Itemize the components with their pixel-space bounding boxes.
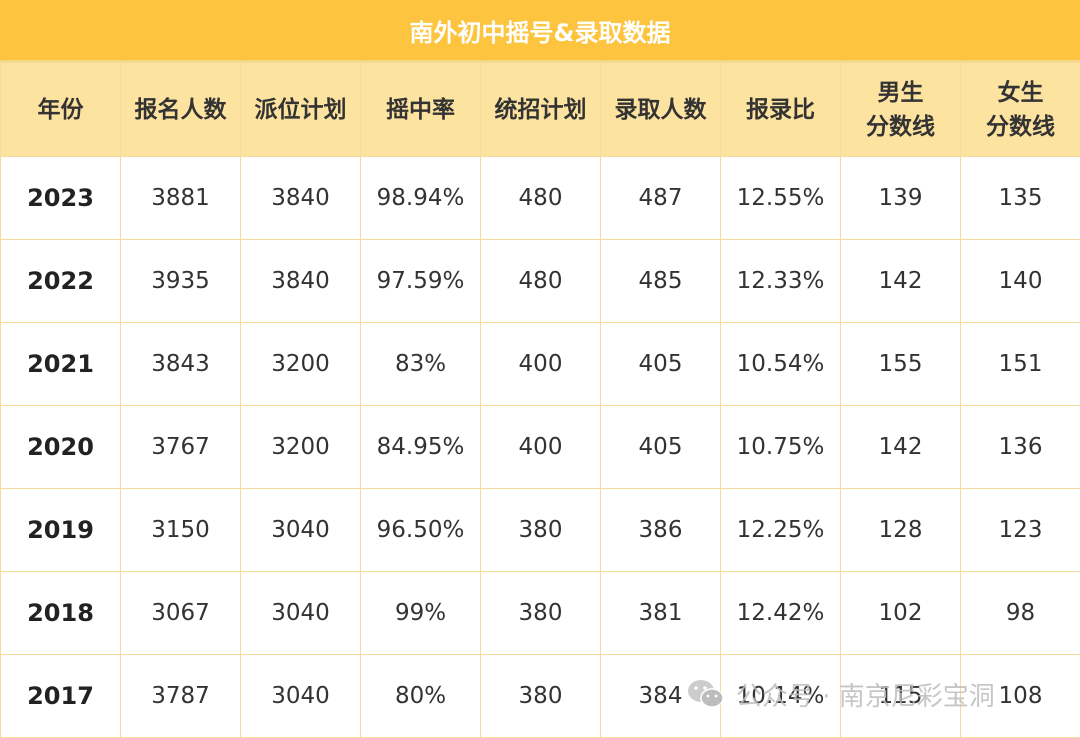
cell-year: 2023 — [1, 157, 121, 240]
cell-general-plan: 400 — [481, 323, 601, 406]
cell-allocation-plan: 3040 — [241, 572, 361, 655]
cell-girls-cutoff: 108 — [961, 655, 1080, 738]
cell-boys-cutoff: 115 — [841, 655, 961, 738]
cell-lottery-rate: 80% — [361, 655, 481, 738]
cell-lottery-rate: 83% — [361, 323, 481, 406]
cell-boys-cutoff: 139 — [841, 157, 961, 240]
cell-allocation-plan: 3840 — [241, 240, 361, 323]
header-girls-cutoff: 女生分数线 — [961, 63, 1080, 157]
header-row: 年份 报名人数 派位计划 摇中率 统招计划 录取人数 报录比 男生分数线 女生分… — [1, 63, 1080, 157]
cell-lottery-rate: 99% — [361, 572, 481, 655]
cell-boys-cutoff: 128 — [841, 489, 961, 572]
cell-ratio: 10.75% — [721, 406, 841, 489]
header-admitted: 录取人数 — [601, 63, 721, 157]
cell-girls-cutoff: 98 — [961, 572, 1080, 655]
cell-lottery-rate: 96.50% — [361, 489, 481, 572]
cell-boys-cutoff: 102 — [841, 572, 961, 655]
header-lottery-rate: 摇中率 — [361, 63, 481, 157]
header-year: 年份 — [1, 63, 121, 157]
cell-year: 2021 — [1, 323, 121, 406]
cell-admitted: 487 — [601, 157, 721, 240]
cell-lottery-rate: 84.95% — [361, 406, 481, 489]
cell-general-plan: 480 — [481, 240, 601, 323]
header-general-plan: 统招计划 — [481, 63, 601, 157]
cell-applicants: 3150 — [121, 489, 241, 572]
cell-year: 2017 — [1, 655, 121, 738]
header-ratio: 报录比 — [721, 63, 841, 157]
cell-ratio: 10.54% — [721, 323, 841, 406]
cell-girls-cutoff: 136 — [961, 406, 1080, 489]
cell-girls-cutoff: 151 — [961, 323, 1080, 406]
cell-general-plan: 480 — [481, 157, 601, 240]
cell-girls-cutoff: 140 — [961, 240, 1080, 323]
cell-boys-cutoff: 142 — [841, 240, 961, 323]
cell-general-plan: 380 — [481, 572, 601, 655]
cell-applicants: 3881 — [121, 157, 241, 240]
cell-applicants: 3935 — [121, 240, 241, 323]
cell-ratio: 10.14% — [721, 655, 841, 738]
cell-admitted: 384 — [601, 655, 721, 738]
cell-applicants: 3767 — [121, 406, 241, 489]
cell-ratio: 12.33% — [721, 240, 841, 323]
header-allocation-plan: 派位计划 — [241, 63, 361, 157]
table-title: 南外初中摇号&录取数据 — [0, 0, 1080, 62]
cell-lottery-rate: 98.94% — [361, 157, 481, 240]
cell-applicants: 3067 — [121, 572, 241, 655]
cell-lottery-rate: 97.59% — [361, 240, 481, 323]
cell-admitted: 485 — [601, 240, 721, 323]
cell-general-plan: 400 — [481, 406, 601, 489]
header-applicants: 报名人数 — [121, 63, 241, 157]
cell-allocation-plan: 3840 — [241, 157, 361, 240]
cell-ratio: 12.25% — [721, 489, 841, 572]
cell-girls-cutoff: 123 — [961, 489, 1080, 572]
cell-allocation-plan: 3200 — [241, 323, 361, 406]
cell-year: 2018 — [1, 572, 121, 655]
admission-table: 年份 报名人数 派位计划 摇中率 统招计划 录取人数 报录比 男生分数线 女生分… — [0, 62, 1080, 738]
cell-applicants: 3843 — [121, 323, 241, 406]
cell-girls-cutoff: 135 — [961, 157, 1080, 240]
cell-allocation-plan: 3200 — [241, 406, 361, 489]
cell-allocation-plan: 3040 — [241, 489, 361, 572]
cell-applicants: 3787 — [121, 655, 241, 738]
cell-admitted: 381 — [601, 572, 721, 655]
cell-boys-cutoff: 142 — [841, 406, 961, 489]
cell-ratio: 12.42% — [721, 572, 841, 655]
cell-year: 2020 — [1, 406, 121, 489]
cell-allocation-plan: 3040 — [241, 655, 361, 738]
header-boys-cutoff: 男生分数线 — [841, 63, 961, 157]
cell-general-plan: 380 — [481, 489, 601, 572]
cell-admitted: 386 — [601, 489, 721, 572]
cell-admitted: 405 — [601, 406, 721, 489]
cell-year: 2019 — [1, 489, 121, 572]
cell-ratio: 12.55% — [721, 157, 841, 240]
cell-boys-cutoff: 155 — [841, 323, 961, 406]
cell-admitted: 405 — [601, 323, 721, 406]
cell-general-plan: 380 — [481, 655, 601, 738]
cell-year: 2022 — [1, 240, 121, 323]
